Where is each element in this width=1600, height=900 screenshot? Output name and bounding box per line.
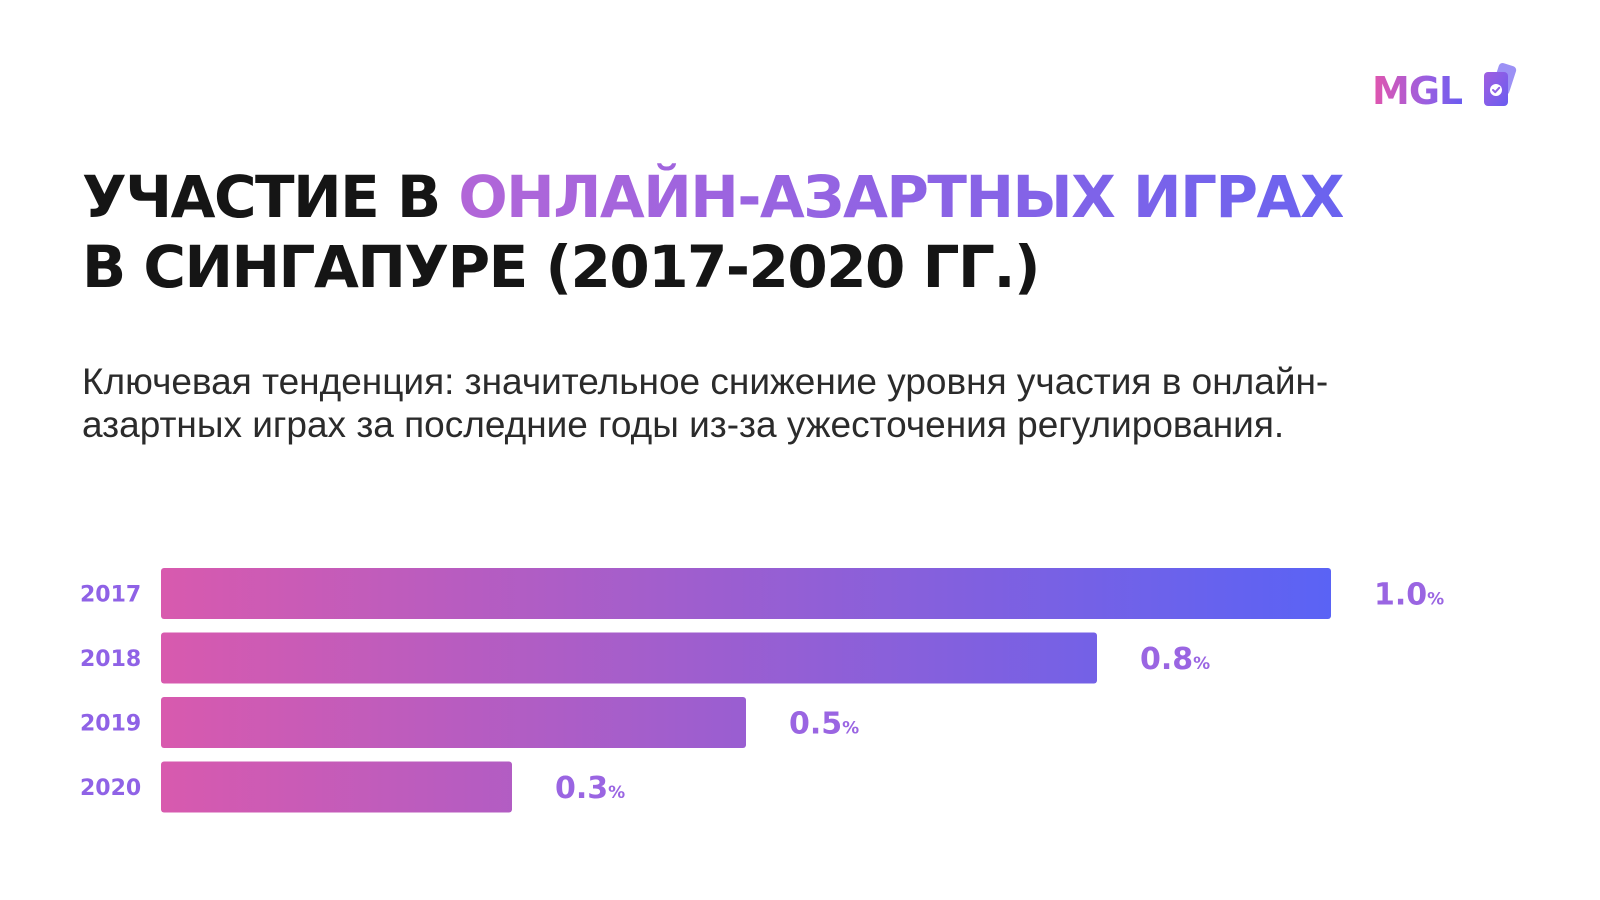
bar (161, 632, 1097, 684)
title-line2: В СИНГАПУРЕ (2017-2020 ГГ.) (82, 233, 1041, 301)
value-unit: % (1193, 654, 1210, 674)
year-label: 2017 (80, 583, 141, 608)
bar (161, 761, 512, 813)
value-label: 1.0% (1374, 578, 1444, 613)
bar (161, 568, 1331, 619)
year-label: 2019 (80, 712, 141, 737)
cards-check-icon (1484, 62, 1517, 106)
title-accent: ОНЛАЙН-АЗАРТНЫХ ИГРАХ (458, 163, 1344, 231)
value-label: 0.5% (789, 707, 859, 742)
year-label: 2020 (80, 776, 141, 801)
subtitle: Ключевая тенденция: значительное снижени… (82, 361, 1329, 445)
value-unit: % (842, 719, 859, 739)
title-part1: УЧАСТИЕ В (82, 163, 459, 231)
value-label: 0.3% (555, 771, 625, 806)
year-label: 2018 (80, 647, 141, 672)
value-label: 0.8% (1140, 642, 1210, 677)
value-unit: % (608, 783, 625, 803)
logo: MGL (1372, 62, 1520, 116)
value-unit: % (1427, 590, 1444, 610)
logo-text: MGL (1372, 69, 1463, 113)
page-title: УЧАСТИЕ В ОНЛАЙН-АЗАРТНЫХ ИГРАХ В СИНГАП… (82, 162, 1345, 302)
bar (161, 697, 746, 748)
